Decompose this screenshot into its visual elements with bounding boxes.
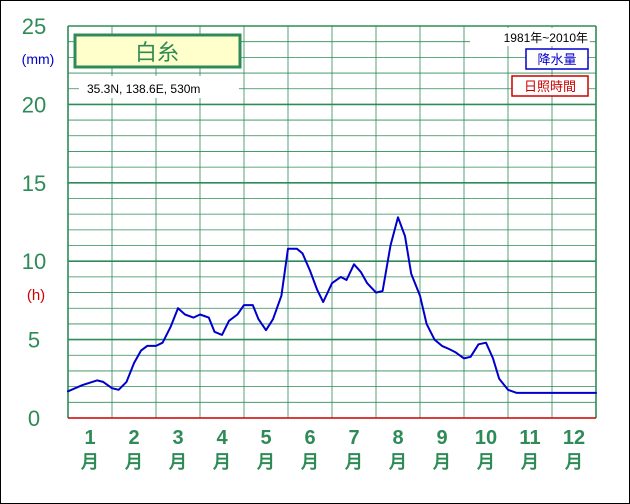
month-number-label: 9 [436, 427, 447, 449]
month-number-label: 3 [172, 427, 183, 449]
month-unit-label: 月 [256, 452, 275, 473]
month-unit-label: 月 [432, 452, 451, 473]
series-layer [67, 216, 597, 394]
chart-grid [67, 25, 597, 419]
legend-precipitation-label: 降水量 [537, 53, 576, 68]
month-unit-label: 月 [476, 452, 495, 473]
month-number-label: 12 [563, 427, 585, 449]
y-tick-label: 0 [28, 406, 40, 431]
location-box [79, 76, 239, 98]
month-unit-label: 月 [388, 452, 407, 473]
y-tick-label: 15 [22, 171, 46, 196]
y-tick-label: 25 [22, 14, 46, 39]
period-box [470, 28, 590, 46]
y-unit-right: (h) [27, 287, 45, 304]
month-unit-label: 月 [300, 452, 319, 473]
month-unit-label: 月 [124, 452, 143, 473]
month-unit-label: 月 [168, 452, 187, 473]
month-number-label: 8 [392, 427, 403, 449]
month-unit-label: 月 [80, 452, 99, 473]
month-number-label: 2 [128, 427, 139, 449]
period-label: 1981年~2010年 [504, 31, 588, 45]
month-number-label: 4 [216, 427, 228, 449]
month-unit-label: 月 [212, 452, 231, 473]
month-number-label: 6 [304, 427, 315, 449]
axis-labels: 0 5 10 15 20 25 1 月 2 月 3 月 4 月 5 月 6 月 7 月 8 月 9 月 10 月 11 月 12 月 [22, 14, 585, 473]
month-number-label: 11 [519, 427, 540, 449]
month-number-label: 1 [84, 427, 95, 449]
legend-sunshine-label: 日照時間 [524, 80, 576, 95]
y-unit-left: (mm) [22, 51, 55, 67]
month-number-label: 7 [348, 427, 359, 449]
y-tick-label: 5 [28, 328, 40, 353]
month-unit-label: 月 [564, 452, 583, 473]
y-tick-label: 10 [22, 249, 46, 274]
month-number-label: 5 [260, 427, 271, 449]
month-unit-label: 月 [344, 452, 363, 473]
chart-title: 白糸 [135, 41, 179, 66]
series-line-precipitation [67, 216, 597, 394]
month-number-label: 10 [475, 427, 497, 449]
location-label: 35.3N, 138.6E, 530m [87, 82, 200, 96]
month-unit-label: 月 [520, 452, 539, 473]
y-tick-label: 20 [22, 92, 46, 117]
title-box [73, 33, 242, 69]
legend-sunshine-box [511, 75, 589, 97]
legend-precipitation-box [525, 48, 589, 70]
